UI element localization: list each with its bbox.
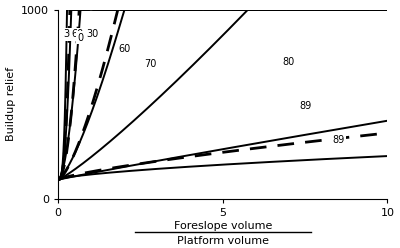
Text: 30: 30	[86, 29, 99, 39]
Text: 0: 0	[61, 29, 67, 39]
Text: 30: 30	[64, 29, 76, 39]
Text: 89: 89	[299, 101, 311, 111]
Text: Platform volume: Platform volume	[177, 236, 269, 246]
Y-axis label: Buildup relief: Buildup relief	[6, 67, 16, 141]
Text: 70: 70	[144, 59, 156, 69]
Text: 80: 80	[88, 29, 100, 39]
Text: 80: 80	[282, 58, 295, 67]
Text: 60: 60	[72, 29, 84, 39]
Text: Foreslope volume: Foreslope volume	[174, 221, 272, 231]
Text: 89: 89	[332, 135, 344, 145]
Text: 0: 0	[78, 33, 84, 43]
Text: 60: 60	[118, 44, 130, 54]
